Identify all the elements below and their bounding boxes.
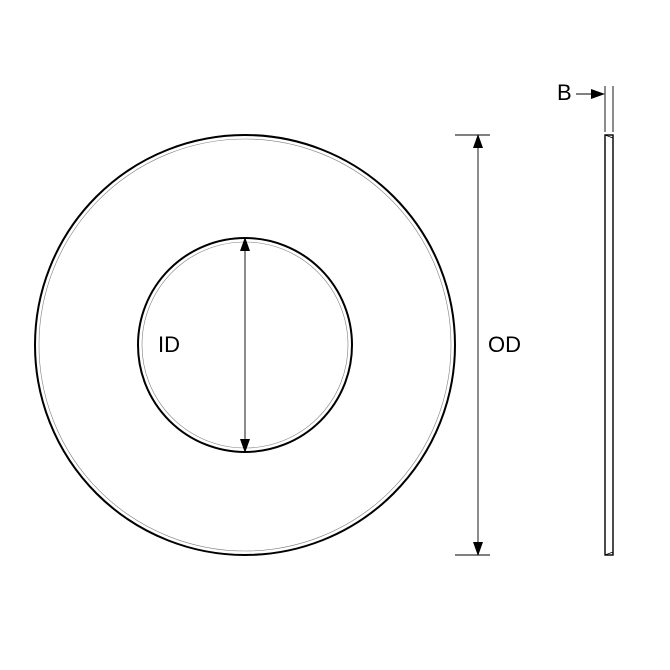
od-label: OD: [488, 332, 521, 357]
id-label: ID: [158, 332, 180, 357]
washer-side-profile: [605, 135, 613, 555]
b-label: B: [557, 80, 572, 105]
